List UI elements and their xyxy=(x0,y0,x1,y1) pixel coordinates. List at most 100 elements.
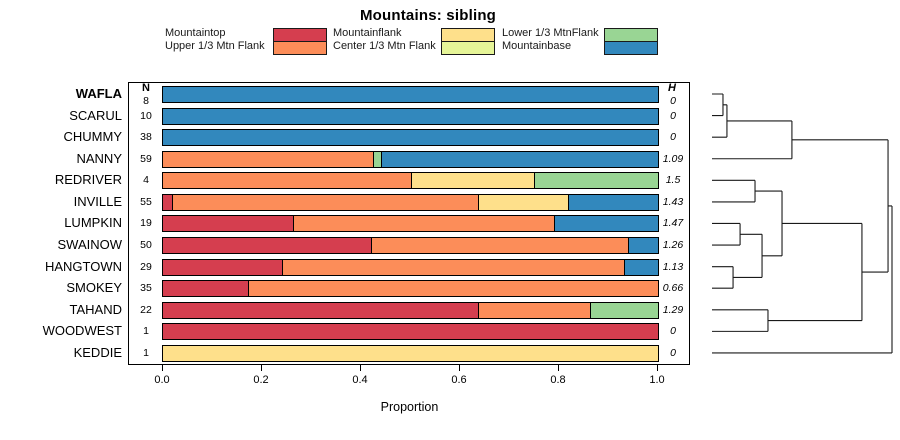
h-value: 0 xyxy=(670,131,676,144)
legend-item-label: Upper 1/3 Mtn Flank xyxy=(165,40,265,52)
chart-title: Mountains: sibling xyxy=(359,7,497,24)
h-value: 0.66 xyxy=(662,282,684,295)
bar-segment xyxy=(534,173,658,189)
row-label: NANNY xyxy=(76,150,122,166)
row-label: WAFLA xyxy=(75,86,122,101)
bar-row xyxy=(162,107,659,125)
legend-item-label: Mountainflank xyxy=(333,27,402,39)
h-value: 0 xyxy=(670,95,676,107)
bar-segment xyxy=(163,281,248,297)
bar-segment xyxy=(163,216,294,232)
row-label: TAHAND xyxy=(69,301,122,317)
bar-segment xyxy=(163,259,283,275)
n-value: 8 xyxy=(143,95,149,107)
bar-segment xyxy=(567,194,658,210)
bar-segment xyxy=(163,173,411,189)
x-axis-tick-label: 0.4 xyxy=(352,374,368,386)
legend-swatch-stack xyxy=(441,28,495,55)
bar-segment xyxy=(590,302,658,318)
h-value: 1.43 xyxy=(662,195,684,208)
legend-item-label: Mountainbase xyxy=(502,40,572,52)
n-value: 4 xyxy=(143,174,149,187)
bar-segment xyxy=(293,216,554,232)
n-value: 59 xyxy=(140,152,152,165)
h-value: 1.5 xyxy=(665,174,681,187)
bar-segment xyxy=(171,194,478,210)
row-label: INVILLE xyxy=(73,193,122,209)
row-label: SCARUL xyxy=(69,107,122,123)
x-axis-tick xyxy=(459,365,460,371)
row-label: SWAINOW xyxy=(57,237,122,253)
n-value: 35 xyxy=(140,282,152,295)
bar-segment xyxy=(370,238,629,254)
h-value: 1.09 xyxy=(662,152,684,165)
bar-segment xyxy=(163,302,478,318)
legend-swatch xyxy=(442,41,494,54)
dendrogram-lines xyxy=(712,93,893,354)
n-value: 38 xyxy=(140,131,152,144)
bar-segment xyxy=(410,173,535,189)
n-value: 55 xyxy=(140,195,152,208)
h-column-header: H xyxy=(668,82,676,94)
row-label: SMOKEY xyxy=(66,280,122,296)
bar-segment xyxy=(163,108,658,124)
x-axis-title: Proportion xyxy=(380,400,439,414)
x-axis-tick-label: 0.8 xyxy=(550,374,566,386)
n-column-header: N xyxy=(142,82,150,94)
legend-swatch-stack xyxy=(273,28,327,55)
row-label: HANGTOWN xyxy=(44,258,122,274)
bar-segment xyxy=(282,259,624,275)
x-axis-tick-label: 0.2 xyxy=(253,374,269,386)
legend-item-label: Center 1/3 Mtn Flank xyxy=(333,40,436,52)
n-value: 22 xyxy=(140,303,152,316)
legend-swatch xyxy=(442,29,494,42)
bar-segment xyxy=(477,302,591,318)
plot-frame xyxy=(128,82,690,365)
bar-segment xyxy=(477,194,568,210)
x-axis-tick-label: 0.0 xyxy=(154,374,170,386)
row-label: LUMPKIN xyxy=(64,215,122,231)
bar-row xyxy=(162,280,659,298)
bar-segment xyxy=(623,259,658,275)
bar-segment xyxy=(163,130,658,146)
h-value: 1.29 xyxy=(662,303,684,316)
bar-segment xyxy=(163,151,373,167)
bar-segment xyxy=(163,194,172,210)
n-value: 1 xyxy=(143,346,149,359)
bar-segment xyxy=(381,151,658,167)
bar-segment xyxy=(372,151,382,167)
bar-row xyxy=(162,258,659,276)
bar-row xyxy=(162,129,659,147)
bar-row xyxy=(162,215,659,233)
bar-row xyxy=(162,172,659,190)
x-axis-tick-label: 0.6 xyxy=(451,374,467,386)
h-value: 1.13 xyxy=(662,260,684,273)
n-value: 29 xyxy=(140,260,152,273)
bar-row xyxy=(162,237,659,255)
h-value: 1.26 xyxy=(662,239,684,252)
bar-row xyxy=(162,344,659,362)
x-axis-tick xyxy=(261,365,262,371)
bar-segment xyxy=(553,216,658,232)
row-label: CHUMMY xyxy=(63,129,123,145)
bar-segment xyxy=(163,238,371,254)
legend-swatch-stack xyxy=(604,28,658,55)
x-axis-tick xyxy=(657,365,658,371)
h-value: 0 xyxy=(670,109,676,122)
bar-segment xyxy=(163,87,658,102)
x-axis-tick xyxy=(162,365,163,371)
legend-swatch xyxy=(605,29,657,42)
x-axis-tick-label: 1.0 xyxy=(649,374,665,386)
n-value: 19 xyxy=(140,217,152,230)
bar-row xyxy=(162,193,659,211)
h-value: 0 xyxy=(670,325,676,338)
row-label: REDRIVER xyxy=(54,172,122,188)
legend-swatch xyxy=(274,41,326,54)
h-value: 1.47 xyxy=(662,217,684,230)
bar-segment xyxy=(163,324,658,340)
bar-segment xyxy=(163,345,658,361)
bar-segment xyxy=(628,238,658,254)
legend-item-label: Mountaintop xyxy=(165,27,226,39)
legend-item-label: Lower 1/3 MtnFlank xyxy=(502,27,599,39)
